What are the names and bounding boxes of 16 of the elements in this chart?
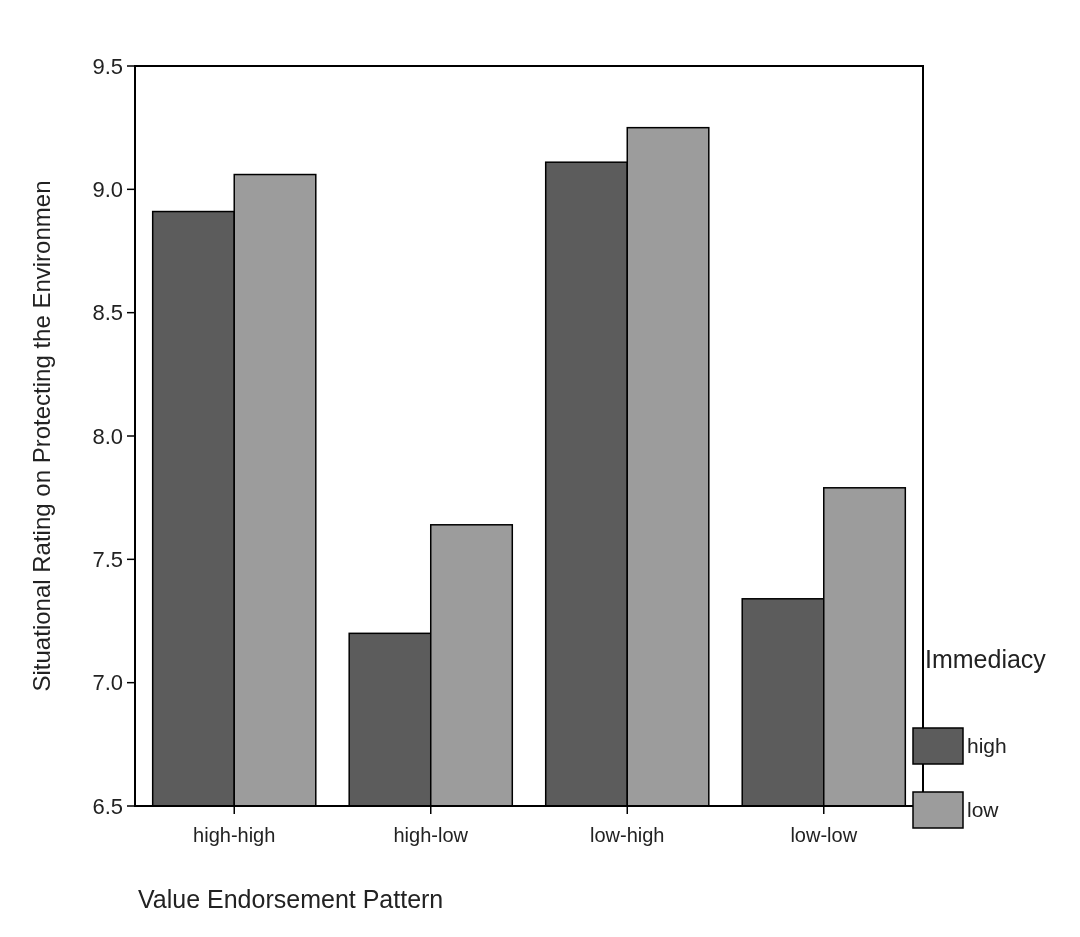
x-tick-label: high-low <box>393 824 469 846</box>
y-tick-label: 9.5 <box>92 53 123 79</box>
y-axis-title: Situational Rating on Protecting the Environmen <box>28 180 55 692</box>
y-tick-label: 6.5 <box>92 793 123 819</box>
y-tick-label: 9.0 <box>92 177 123 203</box>
legend-title: Immediacy <box>925 645 1047 673</box>
x-tick-label: high-high <box>193 824 276 846</box>
y-tick-label: 7.5 <box>92 547 123 573</box>
y-tick-label: 7.0 <box>92 670 123 696</box>
y-tick-label: 8.0 <box>92 423 123 449</box>
x-axis-title: Value Endorsement Pattern <box>138 885 444 913</box>
legend-label: low <box>967 798 1000 822</box>
x-tick-label: low-low <box>790 824 858 846</box>
legend-label: high <box>967 734 1007 758</box>
y-tick-label: 8.5 <box>92 300 123 326</box>
x-tick-label: low-high <box>590 824 665 846</box>
